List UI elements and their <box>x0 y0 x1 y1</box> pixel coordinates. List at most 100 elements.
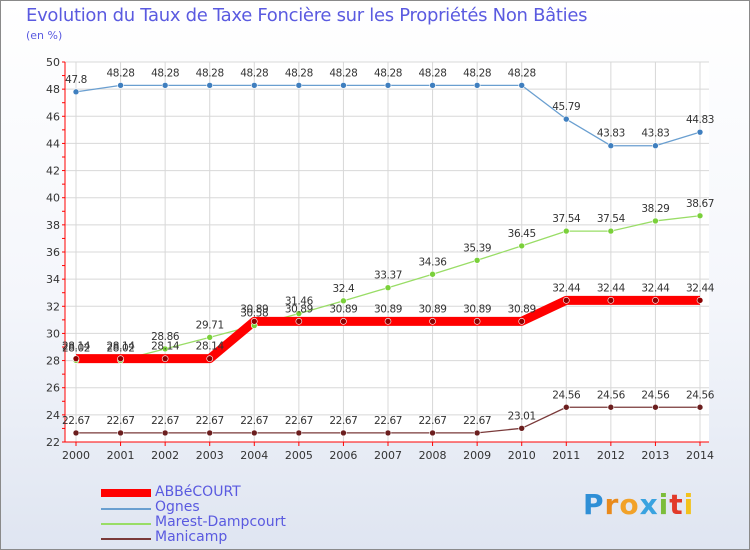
x-tick-label: 2008 <box>419 449 447 462</box>
proxiti-logo: Proxiti <box>583 488 694 521</box>
data-point-ognes <box>72 88 80 96</box>
data-label-marest-dampcourt: 32.4 <box>333 283 355 295</box>
data-label-manicamp: 24.56 <box>597 389 626 401</box>
data-point-abbecourt <box>250 318 258 325</box>
data-point-marest-dampcourt <box>473 256 481 264</box>
y-tick-label: 32 <box>46 300 60 313</box>
data-point-manicamp <box>72 429 80 437</box>
data-point-abbecourt <box>696 297 704 304</box>
legend-label-marest-dampcourt: Marest-Dampcourt <box>155 514 286 530</box>
x-tick-label: 2000 <box>62 449 90 462</box>
data-label-abbecourt: 32.44 <box>641 282 670 294</box>
data-point-abbecourt <box>518 318 526 325</box>
y-tick-label: 30 <box>46 327 60 340</box>
x-tick-label: 2003 <box>196 449 224 462</box>
data-label-marest-dampcourt: 37.54 <box>552 213 581 225</box>
data-label-ognes: 48.28 <box>374 67 402 79</box>
data-point-marest-dampcourt <box>161 345 169 353</box>
logo-letter: r <box>604 488 620 521</box>
legend-swatch-ognes <box>101 508 151 510</box>
data-label-ognes: 44.83 <box>686 114 714 126</box>
data-point-abbecourt <box>607 297 615 304</box>
y-tick-label: 40 <box>46 192 60 205</box>
data-label-abbecourt: 28.14 <box>151 341 180 353</box>
data-label-abbecourt: 30.89 <box>285 303 313 315</box>
data-point-manicamp <box>473 429 481 437</box>
data-label-manicamp: 24.56 <box>552 389 581 401</box>
y-tick-label: 44 <box>46 137 60 150</box>
data-label-manicamp: 22.67 <box>285 415 313 427</box>
data-label-ognes: 48.28 <box>107 67 135 79</box>
y-tick-label: 34 <box>46 273 60 286</box>
data-point-ognes <box>473 82 481 89</box>
data-label-ognes: 48.28 <box>240 67 268 79</box>
data-label-ognes: 48.28 <box>196 67 224 79</box>
data-label-marest-dampcourt: 28.02 <box>62 342 90 354</box>
data-point-ognes <box>161 82 169 89</box>
data-point-abbecourt <box>340 318 347 325</box>
y-tick-label: 46 <box>46 110 60 123</box>
data-point-abbecourt <box>295 318 303 325</box>
data-point-marest-dampcourt <box>206 334 214 341</box>
data-label-marest-dampcourt: 28.02 <box>107 342 135 354</box>
data-label-ognes: 48.28 <box>508 67 536 79</box>
y-tick-label: 22 <box>46 436 60 449</box>
data-point-manicamp <box>295 429 303 437</box>
data-label-abbecourt: 28.14 <box>62 341 91 353</box>
data-label-marest-dampcourt: 31.46 <box>285 296 314 308</box>
data-label-abbecourt: 30.89 <box>463 303 491 315</box>
data-point-manicamp <box>652 403 659 411</box>
data-point-marest-dampcourt <box>652 217 659 225</box>
data-point-abbecourt <box>384 318 392 325</box>
x-tick-label: 2012 <box>597 449 625 462</box>
data-point-manicamp <box>696 403 704 411</box>
data-point-abbecourt <box>652 297 659 304</box>
data-point-abbecourt <box>473 318 481 325</box>
data-point-manicamp <box>562 403 570 411</box>
data-label-manicamp: 24.56 <box>686 389 715 401</box>
data-point-abbecourt <box>429 318 436 325</box>
data-label-ognes: 48.28 <box>419 67 447 79</box>
data-point-manicamp <box>429 429 436 437</box>
logo-letter: i <box>658 488 670 521</box>
data-point-ognes <box>117 82 124 89</box>
data-point-manicamp <box>206 429 214 437</box>
legend-swatch-marest-dampcourt <box>101 523 151 525</box>
data-point-manicamp <box>250 429 258 437</box>
data-point-manicamp <box>117 429 124 437</box>
data-point-ognes <box>607 142 615 150</box>
data-point-marest-dampcourt <box>607 227 615 235</box>
data-point-manicamp <box>607 403 615 411</box>
y-tick-label: 48 <box>46 83 60 96</box>
data-point-abbecourt <box>562 297 570 304</box>
data-point-marest-dampcourt <box>696 212 704 220</box>
legend-swatch-abbecourt <box>101 489 151 497</box>
y-tick-label: 36 <box>46 246 60 259</box>
data-point-abbecourt <box>206 355 214 362</box>
x-tick-label: 2001 <box>107 449 135 462</box>
data-label-manicamp: 22.67 <box>62 415 90 427</box>
data-point-marest-dampcourt <box>562 227 570 235</box>
y-tick-label: 24 <box>46 409 60 422</box>
data-label-marest-dampcourt: 29.71 <box>196 319 224 331</box>
legend-swatch-manicamp <box>101 538 151 540</box>
y-tick-label: 42 <box>46 165 60 178</box>
data-label-manicamp: 22.67 <box>196 415 224 427</box>
data-label-abbecourt: 32.44 <box>686 282 715 294</box>
x-tick-label: 2014 <box>686 449 714 462</box>
data-label-abbecourt: 30.89 <box>329 303 357 315</box>
data-label-manicamp: 22.67 <box>374 415 402 427</box>
data-point-ognes <box>518 82 526 89</box>
y-tick-label: 50 <box>46 56 60 69</box>
logo-letter: t <box>669 488 684 521</box>
logo-letter: o <box>619 488 640 521</box>
data-point-ognes <box>250 82 258 89</box>
data-label-abbecourt: 28.14 <box>107 341 136 353</box>
x-tick-label: 2011 <box>552 449 580 462</box>
data-point-abbecourt <box>117 355 124 362</box>
chart-title: Evolution du Taux de Taxe Foncière sur l… <box>26 5 588 26</box>
data-point-manicamp <box>384 429 392 437</box>
data-label-marest-dampcourt: 36.45 <box>508 228 536 240</box>
